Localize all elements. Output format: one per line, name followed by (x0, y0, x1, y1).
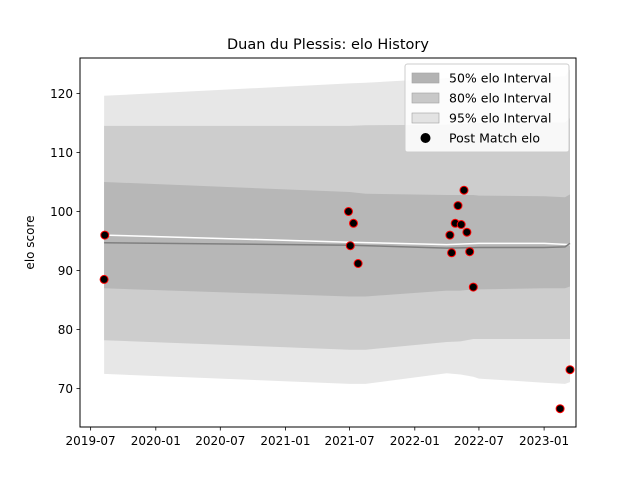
point-7 (445, 230, 455, 240)
y-axis-title: elo score (23, 215, 37, 269)
point-1 (99, 274, 109, 284)
x-tick-label-1: 2019-07 (66, 434, 116, 448)
point-17 (565, 365, 575, 375)
point-4 (345, 241, 355, 251)
point-11 (456, 220, 466, 229)
chart-title: Duan du Plessis: elo History (227, 37, 429, 53)
x-tick-label-4: 2021-01 (260, 434, 310, 448)
point-14 (465, 247, 475, 257)
point-16 (555, 404, 565, 414)
legend-swatch-1 (411, 72, 440, 84)
post-match-points (99, 185, 575, 414)
point-12 (459, 185, 469, 195)
x-tick-label-6: 2022-01 (390, 434, 440, 448)
y-tick-label-6: 120 (50, 87, 73, 101)
legend-label-4: Post Match elo (449, 131, 540, 146)
y-axis: 70 80 90 100 110 120 (50, 87, 80, 396)
x-tick-label-7: 2022-07 (454, 434, 504, 448)
legend-marker-4 (420, 133, 431, 143)
legend-swatch-3 (411, 112, 440, 124)
point-3 (344, 207, 353, 216)
legend-label-3: 95% elo Interval (449, 111, 551, 126)
point-6 (353, 259, 363, 268)
x-tick-label-8: 2023-01 (519, 434, 569, 448)
x-axis: 2019-07 2020-01 2020-07 2021-01 2021-07 2022-… (66, 427, 569, 448)
y-tick-label-5: 110 (50, 146, 73, 160)
point-15 (468, 282, 478, 292)
point-13 (462, 227, 472, 237)
legend-swatch-2 (411, 92, 440, 104)
series-line-1 (104, 234, 571, 246)
x-tick-label-5: 2021-07 (325, 434, 375, 448)
plot-frame (79, 57, 577, 428)
y-tick-label-3: 90 (58, 264, 73, 278)
legend-label-2: 80% elo Interval (449, 91, 551, 106)
point-2 (100, 230, 110, 240)
y-tick-label-1: 70 (58, 382, 73, 396)
y-tick-label-4: 100 (50, 205, 73, 219)
point-8 (447, 248, 457, 258)
y-tick-label-2: 80 (58, 323, 73, 337)
legend-label-1: 50% elo Interval (449, 71, 551, 86)
x-tick-label-3: 2020-07 (195, 434, 245, 448)
legend: 50% elo Interval 80% elo Interval 95% elo … (404, 63, 570, 153)
point-10 (453, 201, 463, 211)
band-3 (104, 182, 570, 297)
x-tick-label-2: 2020-01 (131, 434, 181, 448)
legend-box (404, 63, 570, 153)
point-5 (349, 218, 358, 228)
